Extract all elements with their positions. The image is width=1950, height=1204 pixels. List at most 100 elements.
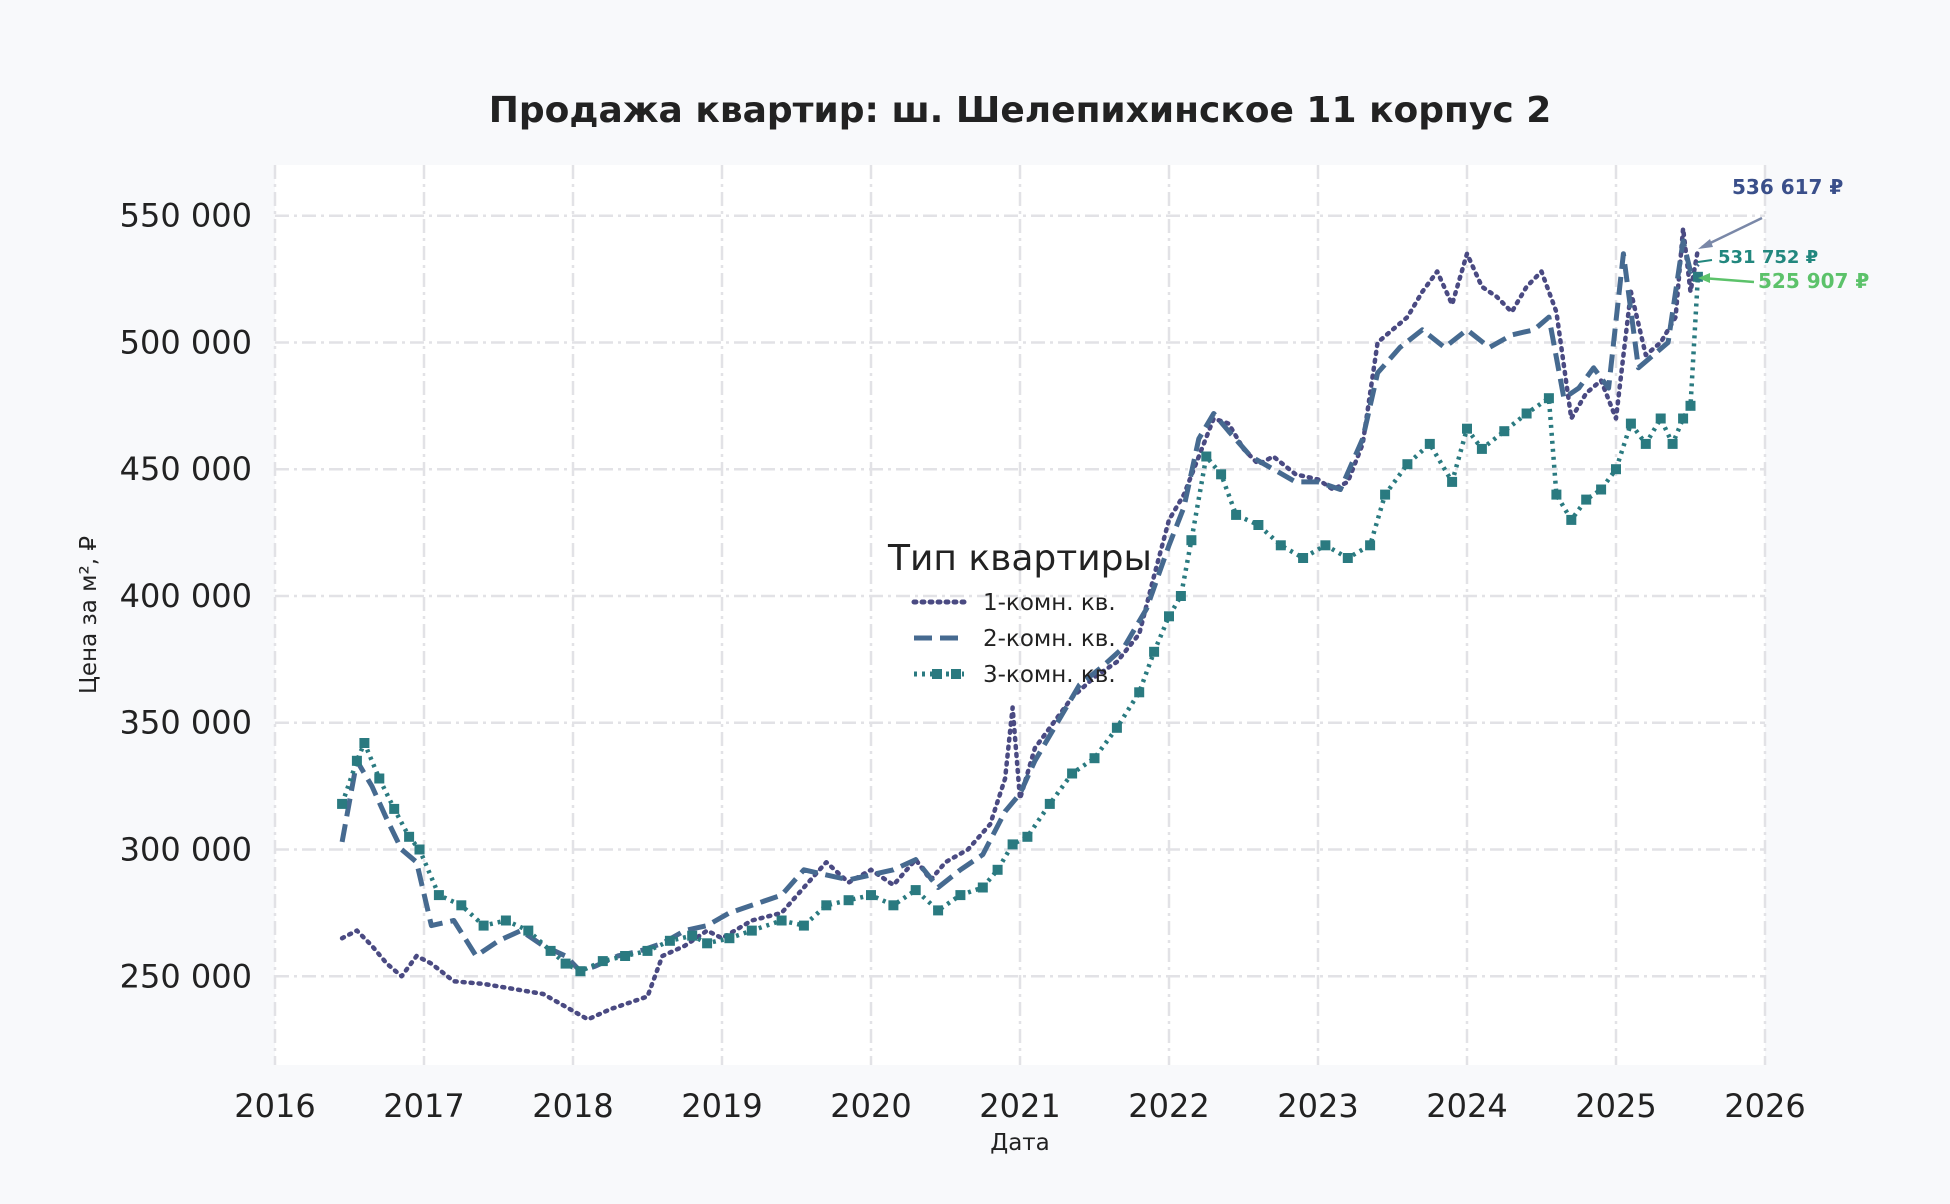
- series-3-point: [500, 915, 511, 926]
- series-3-point: [1611, 464, 1621, 475]
- series-3-point: [664, 935, 675, 946]
- series-3-point: [359, 738, 370, 748]
- series-3-point: [1342, 553, 1353, 563]
- annotation-label-2: 531 752 ₽: [1718, 247, 1818, 268]
- series-3-point: [1402, 459, 1413, 470]
- series-3-point: [1551, 489, 1562, 500]
- x-tick-label-2018: 2018: [532, 1087, 613, 1125]
- series-3-point: [1164, 611, 1174, 622]
- series-3-point: [1175, 591, 1186, 601]
- legend-label-1: 1-комн. кв.: [983, 590, 1116, 616]
- annotation-arrowhead-3: [1698, 273, 1710, 283]
- x-axis-label: Дата: [990, 1130, 1050, 1156]
- legend-label-3: 3-комн. кв.: [983, 662, 1116, 688]
- series-3-point: [1298, 553, 1309, 563]
- x-tick-label-2022: 2022: [1128, 1087, 1209, 1125]
- series-3-point: [1596, 484, 1607, 495]
- series-line-2: [339, 238, 1700, 974]
- series-3-point: [351, 755, 362, 766]
- series-3-point: [866, 890, 876, 901]
- series-2: [339, 238, 1700, 974]
- series-3-point: [620, 951, 631, 961]
- legend-title: Тип квартиры: [887, 538, 1152, 579]
- series-3-point: [575, 966, 586, 977]
- series-3-point: [1685, 400, 1696, 411]
- chart-title: Продажа квартир: ш. Шелепихинское 11 кор…: [489, 90, 1552, 131]
- series-3-point: [1149, 646, 1160, 657]
- x-tick-label-2016: 2016: [234, 1087, 315, 1125]
- annotation-arrowhead-1: [1698, 239, 1713, 249]
- series-3-point: [687, 930, 698, 941]
- series-3-point: [888, 900, 899, 911]
- series-3-point: [1521, 408, 1532, 419]
- series-3-point: [560, 958, 571, 969]
- annotation-label-1: 536 617 ₽: [1732, 175, 1843, 199]
- series-3-point: [746, 925, 757, 936]
- y-tick-label-450000: 450 000: [120, 450, 252, 488]
- series-3-point: [1678, 413, 1689, 424]
- legend-label-2: 2-комн. кв.: [983, 626, 1116, 652]
- y-tick-label-250000: 250 000: [120, 957, 252, 995]
- series-3-point: [1625, 418, 1636, 429]
- series-3-point: [1581, 494, 1592, 505]
- tick-labels: 2016 2017 2018 2019 2020 2021 2022 2023 2024 2025…: [120, 197, 1806, 1125]
- series-3-point: [992, 864, 1003, 875]
- annotations: 536 617 ₽ 531 752 ₽ 525 907 ₽: [1697, 175, 1869, 293]
- series-3-point: [1566, 514, 1577, 525]
- series-3-point: [404, 831, 415, 842]
- y-tick-label-300000: 300 000: [120, 831, 252, 869]
- series-3-point: [1111, 722, 1122, 733]
- x-tick-label-2017: 2017: [383, 1087, 464, 1125]
- series-3-point: [1380, 489, 1391, 500]
- series-3-point: [1134, 687, 1145, 698]
- series-3-point: [821, 900, 832, 911]
- series-3-point: [523, 925, 534, 936]
- x-tick-label-2020: 2020: [830, 1087, 911, 1125]
- series-3-point: [1447, 476, 1458, 487]
- series-layer: [337, 226, 1703, 1022]
- y-axis-label: Цена за м², ₽: [76, 536, 102, 694]
- series-3-point: [1320, 540, 1331, 551]
- series-3-point: [642, 945, 653, 956]
- series-3-point: [955, 890, 966, 901]
- x-tick-label-2021: 2021: [979, 1087, 1060, 1125]
- annotation-arrow-1: [1701, 216, 1763, 249]
- legend-item-2: 2-комн. кв.: [914, 626, 1116, 652]
- series-3-point: [545, 945, 556, 956]
- legend-marker-3a: [932, 669, 942, 679]
- x-tick-label-2023: 2023: [1277, 1087, 1358, 1125]
- series-3-point: [374, 773, 385, 784]
- series-3-point: [1275, 540, 1286, 551]
- series-3-point: [977, 882, 988, 893]
- annotation-arrow-2: [1697, 259, 1713, 263]
- series-3-point: [1007, 839, 1018, 850]
- series-3-point: [1089, 753, 1100, 764]
- series-3-point: [1499, 426, 1510, 437]
- grid: [273, 165, 1767, 1065]
- series-3-point: [433, 890, 444, 901]
- legend: Тип квартиры 1-комн. кв. 2-комн. кв. 3-к…: [887, 538, 1152, 688]
- x-tick-label-2026: 2026: [1724, 1087, 1805, 1125]
- series-3-point: [1667, 438, 1678, 449]
- series-3-point: [337, 798, 348, 809]
- series-3-point: [1476, 443, 1487, 454]
- series-3-point: [1640, 438, 1651, 449]
- y-tick-label-550000: 550 000: [120, 197, 252, 235]
- series-3-point: [1424, 438, 1435, 449]
- series-3-point: [389, 803, 400, 814]
- series-3-point: [798, 920, 809, 931]
- series-3-point: [1201, 451, 1212, 462]
- series-3-point: [1067, 768, 1078, 779]
- series-3-point: [776, 915, 787, 926]
- x-tick-label-2024: 2024: [1426, 1087, 1507, 1125]
- series-3-point: [597, 956, 608, 967]
- series-3-point: [910, 885, 921, 896]
- series-3-point: [1216, 469, 1227, 480]
- series-3-point: [456, 900, 467, 911]
- series-3-point: [1692, 271, 1703, 282]
- series-3: [337, 271, 1703, 977]
- series-3-point: [1044, 798, 1055, 809]
- legend-item-1: 1-комн. кв.: [911, 590, 1116, 616]
